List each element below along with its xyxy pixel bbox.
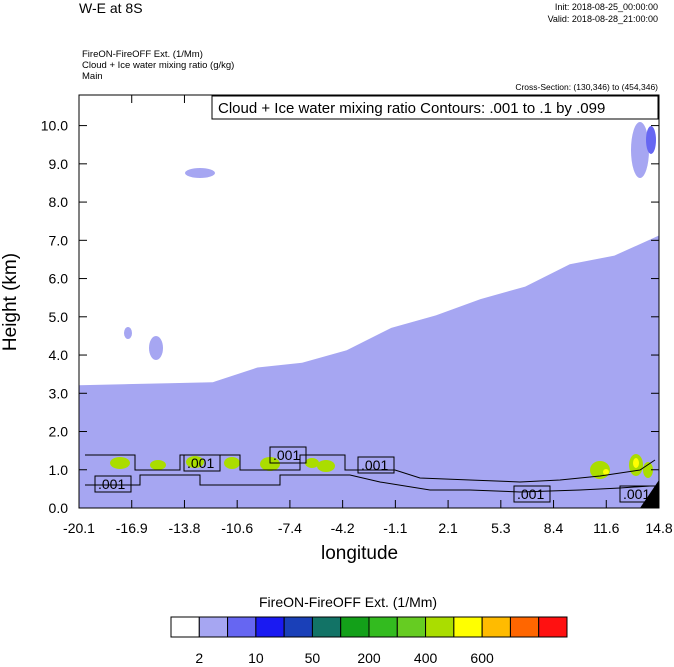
contour-label-box: [269, 446, 307, 464]
valid-time: Valid: 2018-08-28_21:00:00: [547, 14, 658, 24]
x-tick-label: -20.1: [63, 520, 95, 536]
contour-info-text: Cloud + Ice water mixing ratio Contours:…: [218, 100, 605, 117]
x-tick-label: -16.9: [116, 520, 148, 536]
contour-info-box: [211, 95, 659, 120]
cloud-patch: [124, 327, 132, 339]
y-axis: 0.0 1.0 2.0 3.0 4.0 5.0 6.0 7.0 8.0 9.0 10.0: [41, 118, 659, 516]
colorbar-swatch: [396, 616, 427, 638]
cloud-patch: [149, 336, 163, 360]
contour-label: .001: [361, 457, 388, 473]
colorbar-swatch: [227, 616, 257, 638]
field-description-3: Main: [82, 71, 103, 82]
contour-label: .001: [187, 455, 214, 471]
y-tick-label: 2.0: [49, 424, 69, 440]
colorbar-swatch: [509, 616, 540, 638]
init-time: Init: 2018-08-25_00:00:00: [554, 2, 658, 12]
colorbar-swatch: [311, 616, 342, 638]
colorbar-swatch: [340, 616, 370, 638]
colorbar-swatch: [538, 616, 568, 638]
contour-label-box: [619, 485, 657, 503]
y-tick-label: 0.0: [49, 500, 69, 516]
high-extinction-cell: [317, 460, 335, 472]
colorbar-swatch: [481, 616, 511, 638]
colorbar-swatch: [283, 616, 313, 638]
x-tick-label: 14.8: [645, 520, 672, 536]
x-tick-label: 5.3: [491, 520, 511, 536]
upper-cloud-patch: [631, 122, 649, 178]
colorbar-tick-label: 600: [470, 650, 494, 666]
colorbar-swatch: [453, 616, 483, 638]
y-tick-label: 10.0: [41, 118, 68, 134]
x-tick-label: -7.4: [278, 520, 302, 536]
y-tick-label: 6.0: [49, 271, 69, 287]
upper-cloud-patch: [185, 168, 215, 178]
high-extinction-cell: [305, 458, 319, 468]
contour-label: .001: [273, 447, 300, 463]
plot-title: W-E at 8S: [79, 0, 143, 16]
cross-section-label: Cross-Section: (130,346) to (454,346): [515, 82, 658, 92]
contour-label: .001: [517, 486, 544, 502]
contour-label: .001: [98, 476, 125, 492]
colorbar-tick-label: 400: [413, 650, 438, 666]
colorbar-swatch: [368, 616, 398, 638]
high-extinction-cell: [110, 457, 130, 469]
colorbar-swatch: [255, 616, 285, 638]
contour-line: [85, 454, 656, 483]
field-description-2: Cloud + Ice water mixing ratio (g/kg): [82, 60, 235, 71]
colorbar-tick-label: 2: [195, 650, 204, 666]
plot-frame: [78, 94, 660, 509]
colorbar-tick-label: 10: [248, 650, 264, 666]
y-axis-label: Height (km): [0, 252, 21, 352]
high-extinction-cell: [150, 460, 166, 470]
x-tick-label: -13.8: [168, 520, 200, 536]
field-description-1: FireON-FireOFF Ext. (1/Mm): [82, 49, 203, 60]
shaded-field: [79, 122, 659, 508]
y-tick-label: 3.0: [49, 385, 69, 401]
contour-line: [85, 474, 651, 493]
y-tick-label: 9.0: [49, 156, 69, 172]
colorbar-title: FireON-FireOFF Ext. (1/Mm): [259, 594, 438, 610]
shaded-level-2: [79, 235, 659, 508]
x-tick-label: -10.6: [221, 520, 253, 536]
y-tick-label: 8.0: [49, 194, 69, 210]
y-tick-label: 4.0: [49, 347, 69, 363]
x-axis-label: longitude: [321, 543, 399, 564]
x-tick-label: 2.1: [438, 520, 458, 536]
contour-label: .001: [623, 486, 650, 502]
colorbar-tick-label: 50: [304, 650, 321, 666]
contour-labels: .001 .001 .001 .001 .001 .001: [94, 446, 657, 503]
colorbar: [170, 616, 568, 638]
colorbar-swatch: [170, 616, 200, 638]
contour-label-box: [183, 454, 221, 472]
colorbar-swatch: [198, 616, 229, 638]
x-tick-label: -1.1: [383, 520, 407, 536]
peak-extinction-cell: [603, 469, 609, 475]
contour-label-box: [94, 475, 132, 493]
y-tick-label: 1.0: [49, 462, 69, 478]
x-tick-label: 8.4: [544, 520, 564, 536]
contour-lines: [85, 454, 656, 493]
high-extinction-cell: [260, 457, 280, 471]
x-tick-label: -4.2: [331, 520, 355, 536]
low-level-cells: [110, 454, 659, 508]
terrain: [640, 480, 659, 508]
high-extinction-cell: [224, 457, 240, 469]
peak-extinction-cell: [633, 458, 639, 468]
high-extinction-cell: [186, 456, 204, 468]
upper-cloud-patch: [646, 126, 656, 154]
y-tick-label: 5.0: [49, 309, 69, 325]
y-tick-label: 7.0: [49, 232, 69, 248]
contour-label-box: [357, 456, 395, 474]
x-tick-label: 11.6: [593, 520, 619, 536]
x-axis: -20.1 -16.9 -13.8 -10.6 -7.4 -4.2 -1.1 2.1 5.3 8.…: [63, 95, 673, 536]
colorbar-swatch: [425, 616, 455, 638]
contour-label-box: [513, 485, 551, 503]
colorbar-tick-label: 200: [357, 650, 381, 666]
